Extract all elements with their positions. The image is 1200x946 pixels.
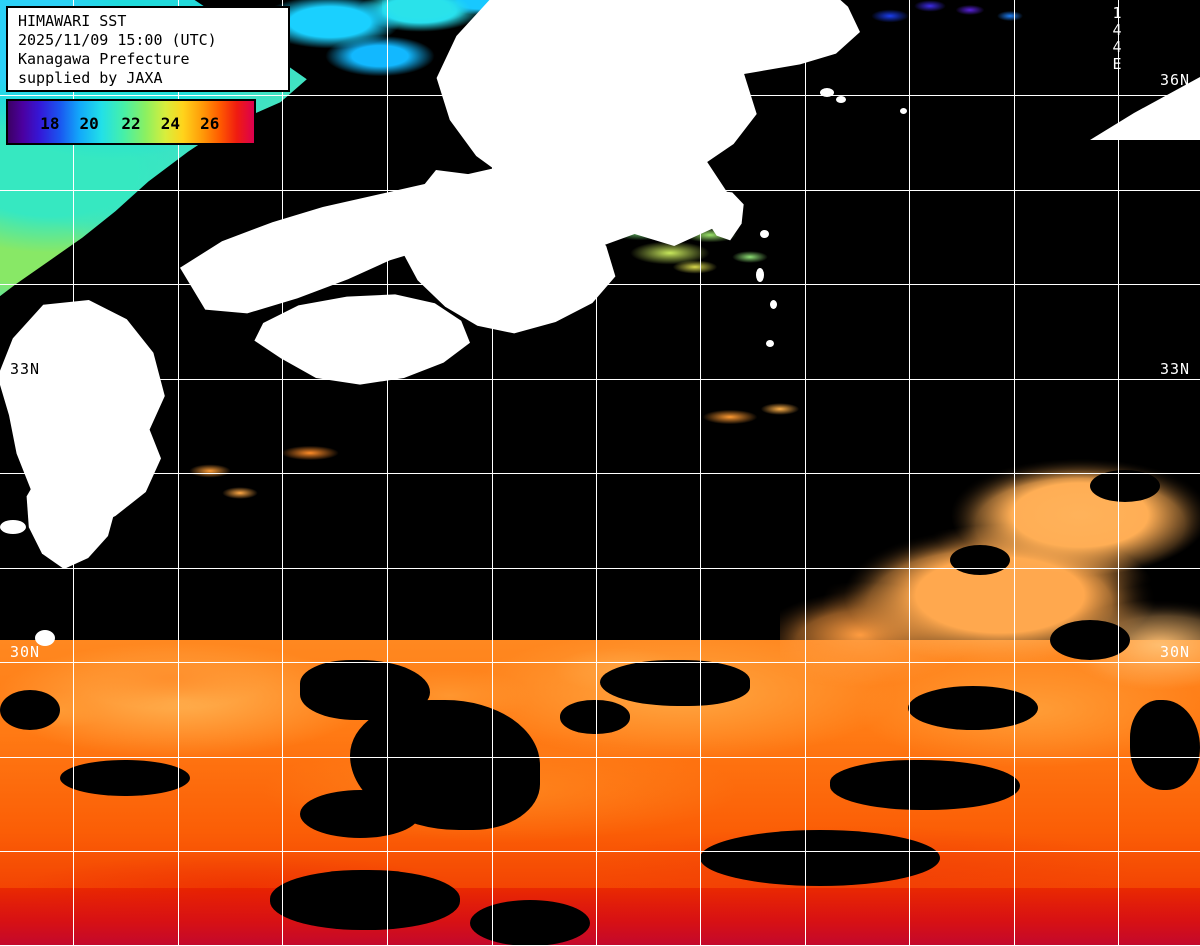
land-shikoku (254, 294, 470, 385)
title-region: Kanagawa Prefecture (18, 50, 190, 68)
land-island-fleck (35, 630, 55, 646)
latitude-label-36n-right: 36N (1160, 71, 1191, 89)
cloud-mask-patch (60, 760, 190, 796)
land-island-fleck (766, 340, 774, 347)
gridline-horizontal (0, 568, 1200, 569)
latitude-label-33n-left: 33N (10, 360, 41, 378)
title-credit: supplied by JAXA (18, 69, 163, 87)
land-island-fleck (760, 230, 769, 238)
land-island-fleck (770, 300, 777, 309)
colorbar-tick-24: 24 (160, 114, 180, 133)
land-island-fleck (0, 520, 26, 534)
land-island-fleck (756, 268, 764, 282)
land-island-fleck (820, 88, 834, 97)
sst-colorbar: 18 20 22 24 26 (6, 99, 256, 145)
cloud-mask-patch (270, 870, 460, 930)
cloud-mask-patch (830, 760, 1020, 810)
colorbar-tick-20: 20 (79, 114, 99, 133)
title-datetime: 2025/11/09 15:00 (UTC) (18, 31, 217, 49)
gridline-horizontal (0, 379, 1200, 380)
cloud-mask-patch (908, 686, 1038, 730)
sst-region-northeast-cold (860, 0, 1060, 64)
gridline-horizontal (0, 473, 1200, 474)
gridline-horizontal (0, 851, 1200, 852)
cloud-mask-patch (950, 545, 1010, 575)
gridline-horizontal (0, 284, 1200, 285)
cloud-mask-patch (700, 830, 940, 886)
sst-region-kyushu-west-fleck (170, 435, 370, 505)
cloud-mask-patch (470, 900, 590, 946)
sst-region-southern-hot-band (0, 888, 1200, 946)
title-product-name: HIMAWARI SST (18, 12, 127, 30)
sst-region-izu-warm-fleck (690, 395, 810, 440)
gridline-horizontal (0, 757, 1200, 758)
gridline-horizontal (0, 95, 1200, 96)
gridline-horizontal (0, 662, 1200, 663)
title-legend-box: HIMAWARI SST 2025/11/09 15:00 (UTC) Kana… (6, 6, 290, 92)
colorbar-tick-18: 18 (40, 114, 60, 133)
cloud-mask-patch (560, 700, 630, 734)
cloud-mask-patch (1130, 700, 1200, 790)
latitude-label-30n-left: 30N (10, 643, 41, 661)
cloud-mask-patch (1090, 470, 1160, 502)
land-island-fleck (836, 96, 846, 103)
latitude-label-30n-right: 30N (1160, 643, 1191, 661)
cloud-mask-patch (0, 690, 60, 730)
gridline-horizontal (0, 190, 1200, 191)
cloud-mask-patch (1050, 620, 1130, 660)
latitude-label-33n-right: 33N (1160, 360, 1191, 378)
cloud-mask-patch (600, 660, 750, 706)
colorbar-tick-22: 22 (121, 114, 141, 133)
colorbar-gradient (8, 101, 254, 143)
colorbar-tick-26: 26 (200, 114, 220, 133)
cloud-mask-patch (300, 790, 420, 838)
colorbar-tick-labels: 18 20 22 24 26 (8, 101, 254, 143)
longitude-label-138e: 138E (480, 4, 498, 72)
land-island-fleck (900, 108, 907, 114)
longitude-label-144e: 144E (1108, 4, 1126, 72)
